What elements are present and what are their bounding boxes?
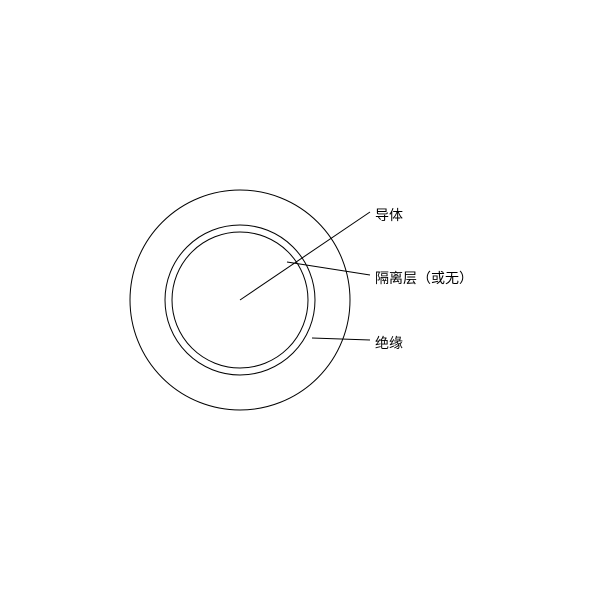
label-insulation: 绝缘 — [375, 333, 403, 353]
label-conductor: 导体 — [375, 205, 403, 225]
label-separator: 隔离层（或无） — [375, 268, 473, 288]
cable-cross-section-diagram — [0, 0, 600, 600]
